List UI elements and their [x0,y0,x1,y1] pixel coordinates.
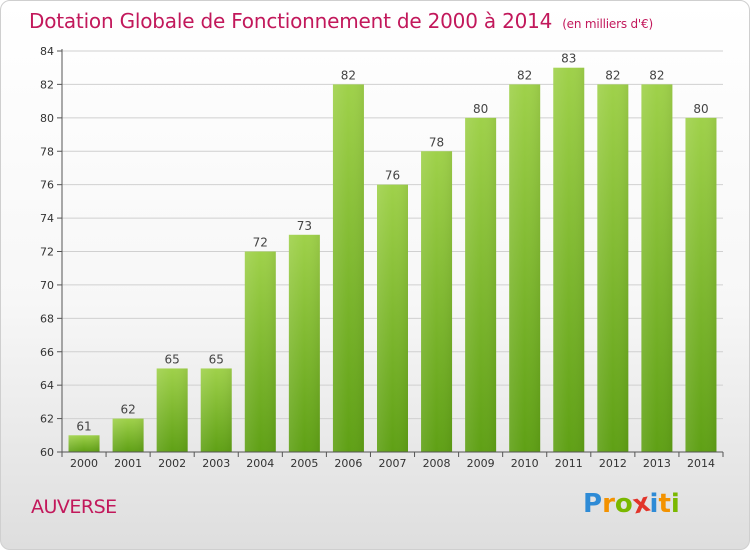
bar-shine [553,67,585,452]
value-label: 61 [76,419,91,433]
bar-shine [597,84,629,453]
bar-shine [465,117,497,452]
y-tick-label: 60 [40,446,54,459]
bar-shine [685,117,717,452]
y-tick-label: 68 [40,312,54,325]
value-label: 83 [561,52,576,66]
x-tick-label: 2008 [423,457,451,470]
bar-shine [112,418,144,452]
x-tick-label: 2006 [334,457,362,470]
axes: 60 62 64 66 68 70 72 74 76 78 80 82 84 2000 2001 2002 20… [40,45,724,470]
x-tick-label: 2003 [202,457,230,470]
logo-letter: t [658,489,671,519]
proxiti-logo: Proxiti [583,488,680,521]
logo-letter: P [583,489,603,519]
bar-shine [156,368,188,452]
x-tick-label: 2000 [70,457,98,470]
place-name: AUVERSE [31,496,117,518]
value-label: 73 [297,219,312,233]
x-tick-label: 2001 [114,457,142,470]
title-text: Dotation Globale de Fonctionnement de 20… [29,9,553,33]
x-tick-label: 2010 [511,457,539,470]
value-label: 78 [429,135,444,149]
bar-shine [244,251,276,452]
y-tick-label: 82 [40,78,54,91]
bar-shine [68,435,100,452]
x-tick-label: 2007 [379,457,407,470]
value-label: 76 [385,169,400,183]
logo-letter: i [649,489,659,519]
value-label: 82 [605,68,620,82]
value-label: 80 [473,102,488,116]
y-tick-label: 66 [40,346,54,359]
bar-shine [288,234,320,452]
value-label: 65 [165,352,180,366]
x-tick-label: 2013 [643,457,671,470]
value-label: 80 [693,102,708,116]
x-tick-label: 2004 [246,457,274,470]
chart-title: Dotation Globale de Fonctionnement de 20… [29,9,653,33]
value-label: 82 [517,68,532,82]
x-tick-label: 2005 [290,457,318,470]
logo-letter: o [614,489,633,519]
y-tick-label: 62 [40,413,54,426]
value-label: 82 [649,68,664,82]
bar-shine [509,84,541,453]
value-label: 65 [209,352,224,366]
x-tick-label: 2011 [555,457,583,470]
y-tick-label: 70 [40,279,54,292]
bar-shine [332,84,364,453]
value-label: 72 [253,236,268,250]
y-tick-label: 84 [40,45,54,58]
logo-letter: r [602,489,615,519]
y-tick-label: 78 [40,145,54,158]
x-tick-label: 2014 [687,457,715,470]
bar-shine [377,184,408,452]
bar-shine [421,151,453,452]
x-tick-label: 2009 [467,457,495,470]
x-tick-label: 2012 [599,457,627,470]
value-label: 82 [341,68,356,82]
y-tick-label: 74 [40,212,54,225]
bar-shine [200,368,232,452]
x-tick-label: 2002 [158,457,186,470]
y-tick-label: 72 [40,246,54,259]
logo-letter: i [670,489,680,519]
value-label: 62 [120,403,135,417]
bars: 61 62 65 65 72 73 82 76 78 80 82 83 82 82 80 [68,52,717,453]
y-tick-label: 80 [40,112,54,125]
bar-shine [641,84,673,453]
chart-subtitle: (en milliers d'€) [562,17,653,31]
y-tick-label: 76 [40,179,54,192]
y-tick-label: 64 [40,379,54,392]
